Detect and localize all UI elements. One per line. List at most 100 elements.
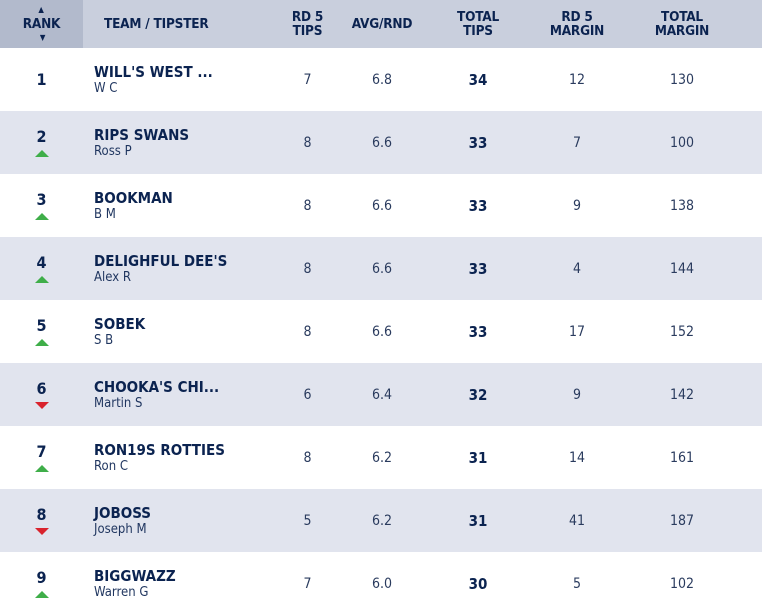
- rd5-margin-value: 5: [572, 575, 581, 592]
- team-cell[interactable]: BOOKMAN B M: [83, 188, 278, 222]
- tipster-name: Warren G: [94, 584, 149, 600]
- rank-number: 7: [36, 442, 47, 461]
- team-header: TEAM / TIPSTER: [83, 0, 278, 48]
- total-tips-value: 33: [468, 196, 488, 215]
- tipster-name: S B: [94, 332, 114, 348]
- rd5-margin-value: 12: [568, 71, 586, 88]
- rank-down-icon: [34, 528, 49, 535]
- rd5-tips-value: 7: [303, 71, 312, 88]
- rd5-tips-value: 5: [303, 512, 312, 529]
- table-body: 1 WILL'S WEST ... W C 7 6.8 34 12 130 2 …: [0, 48, 762, 615]
- rank-number: 8: [36, 505, 47, 524]
- total-tips-value: 33: [468, 133, 488, 152]
- rank-up-icon: [34, 339, 49, 346]
- team-name[interactable]: WILL'S WEST ...: [94, 62, 213, 81]
- rd5-margin-value: 9: [572, 386, 581, 403]
- rd5-tips-header-line1: RD 5: [291, 9, 324, 25]
- rank-cell: 1: [0, 69, 83, 89]
- team-name[interactable]: BIGGWAZZ: [94, 566, 176, 585]
- total-tips-value: 33: [468, 322, 488, 341]
- team-name[interactable]: SOBEK: [94, 314, 146, 333]
- team-cell[interactable]: RON19S ROTTIES Ron C: [83, 440, 278, 474]
- team-cell[interactable]: BIGGWAZZ Warren G: [83, 566, 278, 600]
- avg-header-label: AVG/RND: [351, 16, 413, 32]
- tipster-name: Joseph M: [94, 521, 147, 537]
- sort-up-icon: ▲: [38, 5, 44, 14]
- team-cell[interactable]: CHOOKA'S CHI... Martin S: [83, 377, 278, 411]
- total-margin-value: 102: [669, 575, 695, 592]
- rank-cell: 6: [0, 380, 83, 409]
- team-name[interactable]: RIPS SWANS: [94, 125, 190, 144]
- total-tips-value: 31: [468, 448, 488, 467]
- rd5-tips-value: 6: [303, 386, 312, 403]
- team-cell[interactable]: JOBOSS Joseph M: [83, 503, 278, 537]
- table-row[interactable]: 3 BOOKMAN B M 8 6.6 33 9 138: [0, 174, 762, 237]
- rd5-margin-value: 4: [572, 260, 581, 277]
- rank-cell: 5: [0, 317, 83, 346]
- table-row[interactable]: 2 RIPS SWANS Ross P 8 6.6 33 7 100: [0, 111, 762, 174]
- total-tips-header: TOTAL TIPS: [442, 0, 514, 48]
- rank-cell: 9: [0, 569, 83, 598]
- total-margin-value: 161: [669, 449, 695, 466]
- table-row[interactable]: 7 RON19S ROTTIES Ron C 8 6.2 31 14 161: [0, 426, 762, 489]
- rd5-tips-value: 8: [303, 260, 312, 277]
- tipster-name: B M: [94, 206, 116, 222]
- rank-number: 4: [36, 253, 47, 272]
- team-cell[interactable]: DELIGHFUL DEE'S Alex R: [83, 251, 278, 285]
- total-margin-header-line2: MARGIN: [654, 23, 710, 39]
- rd5-margin-value: 41: [568, 512, 586, 529]
- table-row[interactable]: 6 CHOOKA'S CHI... Martin S 6 6.4 32 9 14…: [0, 363, 762, 426]
- team-name[interactable]: BOOKMAN: [94, 188, 173, 207]
- rd5-tips-value: 8: [303, 197, 312, 214]
- rd5-tips-header: RD 5 TIPS: [278, 0, 337, 48]
- team-cell[interactable]: WILL'S WEST ... W C: [83, 62, 278, 96]
- team-name[interactable]: JOBOSS: [94, 503, 152, 522]
- rank-number: 6: [36, 379, 47, 398]
- rank-up-icon: [34, 213, 49, 220]
- tipster-name: W C: [94, 80, 118, 96]
- avg-value: 6.0: [371, 575, 393, 592]
- avg-value: 6.2: [371, 512, 393, 529]
- rank-cell: 3: [0, 191, 83, 220]
- total-margin-value: 142: [669, 386, 695, 403]
- avg-value: 6.6: [371, 134, 393, 151]
- table-row[interactable]: 4 DELIGHFUL DEE'S Alex R 8 6.6 33 4 144: [0, 237, 762, 300]
- total-tips-value: 34: [468, 70, 488, 89]
- team-cell[interactable]: RIPS SWANS Ross P: [83, 125, 278, 159]
- team-name[interactable]: RON19S ROTTIES: [94, 440, 225, 459]
- total-margin-value: 100: [669, 134, 695, 151]
- total-tips-header-line1: TOTAL: [457, 9, 499, 25]
- rd5-tips-value: 8: [303, 449, 312, 466]
- rank-number: 1: [36, 69, 47, 89]
- sort-down-icon: ▼: [39, 33, 46, 42]
- team-name[interactable]: CHOOKA'S CHI...: [94, 377, 220, 396]
- tipster-name: Ross P: [94, 143, 132, 159]
- rank-number: 9: [36, 568, 47, 587]
- avg-value: 6.6: [371, 260, 393, 277]
- rd5-margin-value: 14: [568, 449, 586, 466]
- total-margin-header: TOTAL MARGIN: [646, 0, 718, 48]
- rd5-margin-header-line1: RD 5: [561, 9, 593, 25]
- rank-sort-header[interactable]: ▲ RANK ▼: [0, 0, 83, 48]
- avg-value: 6.6: [371, 323, 393, 340]
- table-row[interactable]: 8 JOBOSS Joseph M 5 6.2 31 41 187: [0, 489, 762, 552]
- total-tips-value: 32: [468, 385, 488, 404]
- table-row[interactable]: 1 WILL'S WEST ... W C 7 6.8 34 12 130: [0, 48, 762, 111]
- table-row[interactable]: 9 BIGGWAZZ Warren G 7 6.0 30 5 102: [0, 552, 762, 615]
- avg-value: 6.4: [371, 386, 393, 403]
- total-tips-value: 31: [468, 511, 488, 530]
- rd5-margin-header: RD 5 MARGIN: [541, 0, 613, 48]
- rank-number: 5: [36, 316, 47, 335]
- team-cell[interactable]: SOBEK S B: [83, 314, 278, 348]
- rank-number: 2: [36, 127, 47, 146]
- rd5-tips-value: 8: [303, 323, 312, 340]
- rank-cell: 7: [0, 443, 83, 472]
- total-margin-value: 138: [669, 197, 695, 214]
- table-row[interactable]: 5 SOBEK S B 8 6.6 33 17 152: [0, 300, 762, 363]
- rd5-margin-value: 7: [572, 134, 581, 151]
- tipster-name: Ron C: [94, 458, 128, 474]
- total-margin-value: 152: [669, 323, 695, 340]
- rank-cell: 4: [0, 254, 83, 283]
- rank-cell: 8: [0, 506, 83, 535]
- team-name[interactable]: DELIGHFUL DEE'S: [94, 251, 228, 270]
